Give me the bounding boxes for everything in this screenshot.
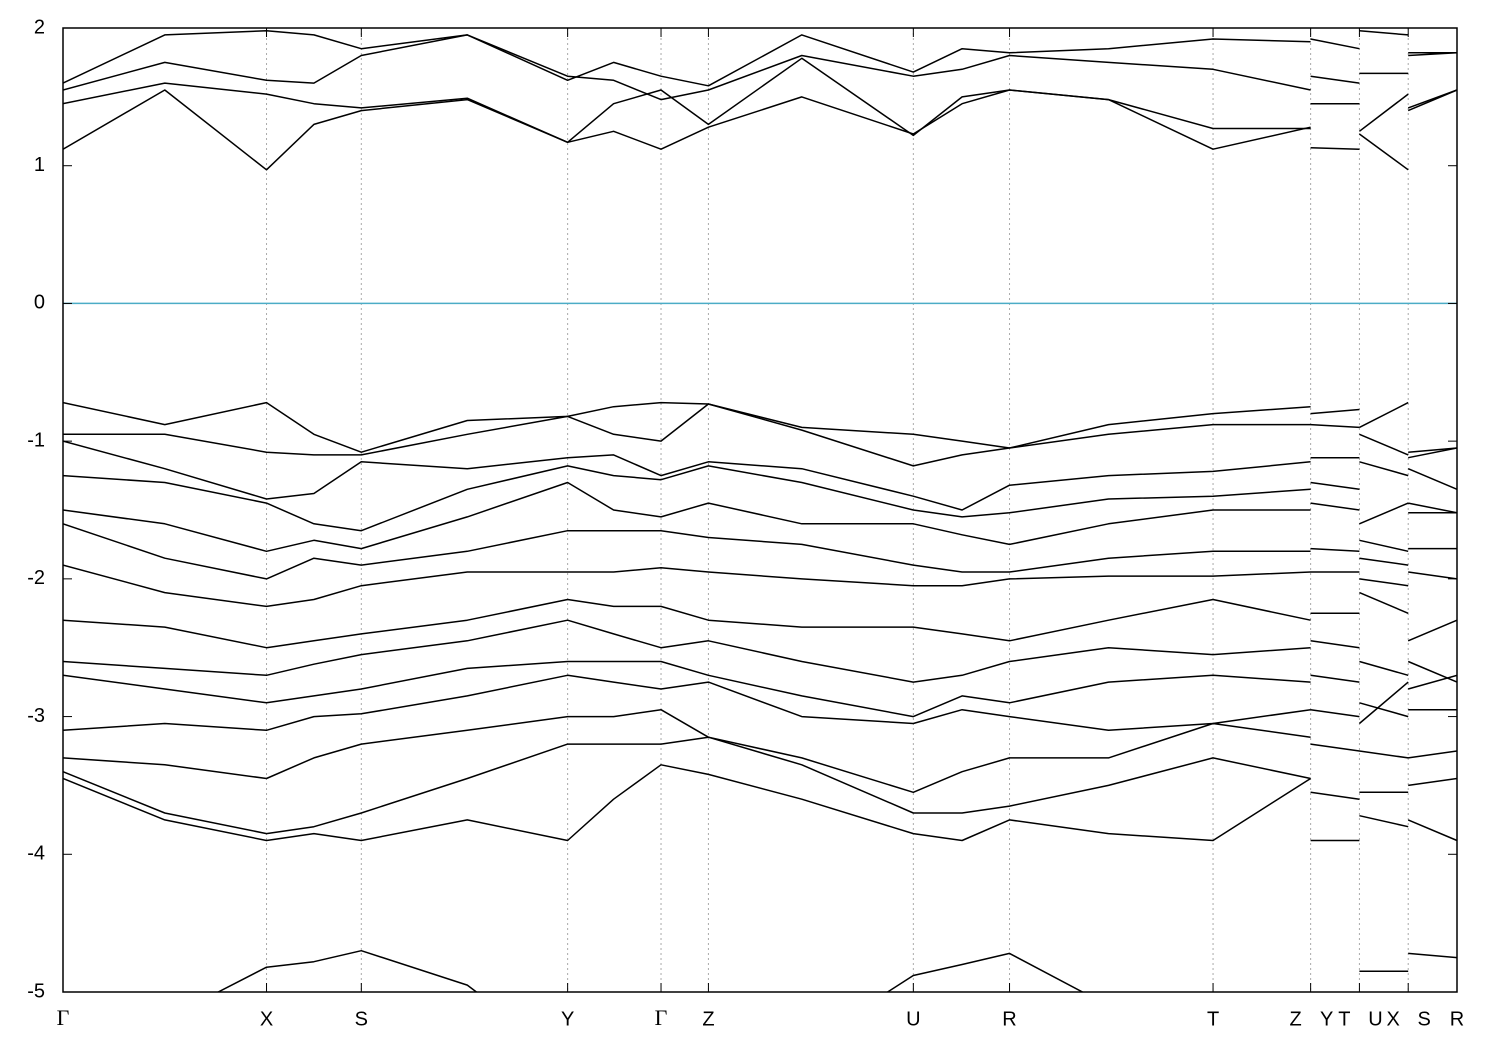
band-line [63,708,1457,794]
x-tick-label: Y [561,1008,574,1030]
band-line [63,660,1457,718]
band-line [63,619,1457,683]
band-line [63,403,1457,467]
band-line [63,440,1457,511]
y-tick-label: -5 [27,980,45,1002]
x-tick-label: Y [1320,1008,1333,1030]
x-tick-label: T [1338,1008,1350,1030]
plot-area [63,30,1457,992]
x-tick-label: U [906,1008,920,1030]
x-tick-label: R [1002,1008,1016,1030]
band-line [63,89,1457,171]
x-tick-label: T [1207,1008,1219,1030]
y-tick-label: -4 [27,843,45,865]
y-tick-label: 0 [34,292,45,314]
x-tick-label: Z [702,1008,714,1030]
band-line [63,523,1457,580]
y-tick-label: -2 [27,567,45,589]
band-line [63,30,1457,87]
y-tick-label: 1 [34,154,45,176]
x-tick-label: R [1450,1008,1464,1030]
band-line [63,465,1457,532]
y-tick-label: -3 [27,705,45,727]
axes: 210-1-2-3-4-5Γ X S Y Γ Z U R T Z Y T U X S R [27,16,1464,1030]
band-line [63,401,1457,453]
x-tick-label: Γ [57,1005,70,1030]
band-line [63,564,1457,608]
x-tick-label: S [1418,1008,1431,1030]
y-tick-label: 2 [34,16,45,38]
band-line [63,736,1457,835]
band-line [63,674,1457,732]
band-line [63,481,1457,553]
x-tick-label: S [355,1008,368,1030]
plot-frame [62,27,1458,993]
x-tick-label: Γ [655,1005,668,1030]
y-tick-label: -1 [27,429,45,451]
x-tick-label: X [1387,1008,1400,1030]
band-line [63,764,1457,842]
x-tick-label: X [260,1008,273,1030]
x-tick-label: Z [1290,1008,1302,1030]
band-line [63,57,1457,144]
band-line [216,949,1457,992]
band-line [63,34,1457,101]
band-line [63,591,1457,649]
x-tick-label: U [1368,1008,1382,1030]
